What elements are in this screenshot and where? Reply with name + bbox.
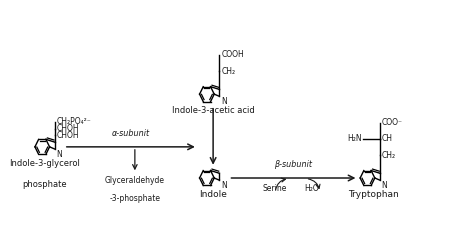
Text: -3-phosphate: -3-phosphate <box>109 194 160 203</box>
Text: CH: CH <box>382 134 393 143</box>
Text: β-subunit: β-subunit <box>274 160 312 169</box>
Text: Indole: Indole <box>199 190 227 199</box>
Text: N: N <box>382 181 387 190</box>
Text: N: N <box>221 97 227 106</box>
Text: H₂O: H₂O <box>304 184 319 193</box>
Text: CH₂: CH₂ <box>382 151 396 160</box>
Text: phosphate: phosphate <box>22 180 67 189</box>
Text: CHOH: CHOH <box>57 131 79 140</box>
Text: Glyceraldehyde: Glyceraldehyde <box>105 176 165 185</box>
Text: Indole-3-glycerol: Indole-3-glycerol <box>9 159 80 167</box>
Text: COOH: COOH <box>221 50 244 59</box>
Text: α-subunit: α-subunit <box>112 129 150 138</box>
Text: Indole-3-acetic acid: Indole-3-acetic acid <box>172 106 255 115</box>
Text: COO⁻: COO⁻ <box>382 118 403 127</box>
Text: N: N <box>56 150 62 159</box>
Text: Serine: Serine <box>263 184 287 193</box>
Text: CH₂: CH₂ <box>221 67 236 76</box>
Text: CHOH: CHOH <box>57 124 79 133</box>
Text: CH₂PO₄²⁻: CH₂PO₄²⁻ <box>57 117 91 127</box>
Text: N: N <box>221 181 227 190</box>
Text: Tryptophan: Tryptophan <box>348 190 399 199</box>
Text: H₂N: H₂N <box>347 134 362 143</box>
